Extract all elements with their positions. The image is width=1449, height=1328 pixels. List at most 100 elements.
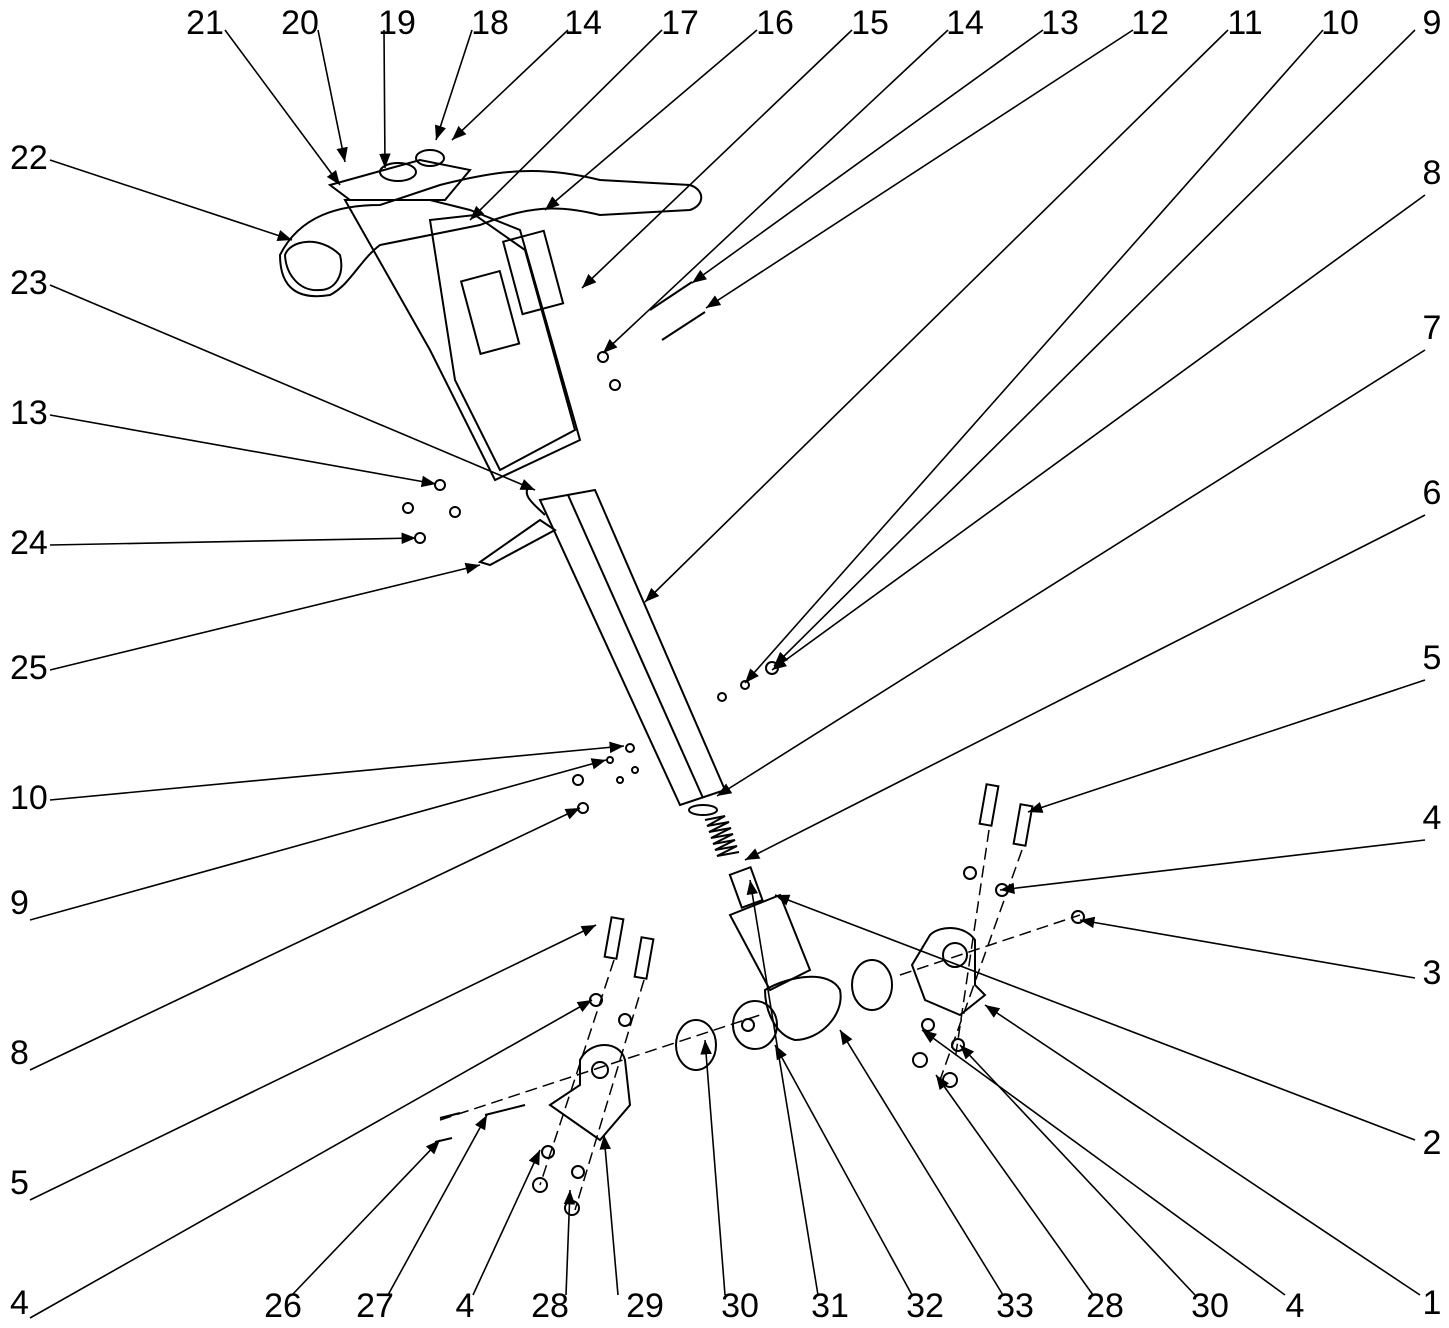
leader-line [691,29,1044,284]
nut [625,743,635,753]
nut [616,776,624,784]
leader-line [379,29,391,169]
callout-label: 15 [851,4,889,42]
leader-line [921,1029,1286,1296]
leader-line [999,839,1426,895]
leader-line [1027,679,1426,813]
display [459,269,521,356]
leader-line [29,924,597,1201]
leader-line [472,1149,541,1296]
leader-line [839,1029,1004,1296]
leader-line [451,29,569,141]
washer [963,866,977,880]
leader-line [644,29,1229,603]
gear [732,1000,778,1050]
leader-line [563,1189,576,1296]
callout-label: 4 [1286,1287,1305,1325]
leader-line [771,194,1426,671]
pin [439,1112,461,1119]
washer [951,1038,965,1052]
callout-label: 22 [10,139,48,177]
leader-line [744,514,1426,861]
callout-label: 2 [1423,1124,1442,1162]
callout-label: 25 [10,649,48,687]
handle-bar [278,169,703,298]
leader-line [581,29,853,289]
washer [717,692,727,702]
leader-line [49,414,437,488]
washer [597,351,609,363]
leader-line [705,29,1134,309]
head-body [343,199,582,482]
bolt [633,936,655,980]
axis [954,829,990,1061]
callout-label: 19 [378,4,416,42]
bolt [1012,803,1034,847]
leader-line [774,1044,913,1296]
bracket-right [910,927,987,1017]
leader-line [224,29,341,186]
leader-line [773,29,1416,667]
callout-label: 31 [811,1287,849,1325]
bracket-hole [591,1061,609,1079]
callout-label: 6 [1423,474,1442,512]
parts [278,149,1085,1216]
callout-label: 5 [1423,639,1442,677]
leader-line [49,284,536,491]
nut [564,1200,580,1216]
nut [631,766,639,774]
callout-label: 21 [186,4,224,42]
column-tube [538,488,727,807]
callouts: 21 20 19 18 14 17 16 15 14 13 12 11 10 92223132425109… [10,4,1441,1325]
leader-line [29,807,581,1071]
leader-line [387,1114,488,1296]
callout-label: 5 [10,1164,29,1202]
callout-label: 4 [1423,799,1442,837]
callout-label: 13 [10,394,48,432]
spring [704,815,740,857]
callout-label: 8 [1423,154,1442,192]
leader-line [49,532,417,546]
leader-line [49,562,481,671]
callout-label: 20 [281,4,319,42]
leader-line [746,879,819,1296]
callout-label: 8 [10,1034,29,1072]
pin [484,1104,526,1116]
bolt [603,916,625,960]
nut [434,479,446,491]
callout-label: 7 [1423,309,1442,347]
leader-line [49,741,625,801]
washer [921,1018,935,1032]
washer [571,1165,585,1179]
leader-line [774,894,1416,1141]
leader-line [744,29,1324,684]
pin [434,1137,453,1143]
callout-label: 4 [456,1287,475,1325]
callout-label: 12 [1131,4,1169,42]
leader-line [984,1004,1421,1296]
leader-line [435,29,473,141]
callout-label: 30 [721,1287,759,1325]
bolt [978,783,1000,827]
washer [618,1013,632,1027]
axis [439,1014,761,1121]
leader-line [49,159,293,241]
leader-line [1079,916,1416,979]
top-knob [379,162,417,182]
screw [661,311,706,341]
nut [532,1177,548,1193]
nut [942,1072,958,1088]
callout-label: 13 [1041,4,1079,42]
callout-label: 10 [10,779,48,817]
leader-line [602,29,949,354]
axis [899,914,1081,976]
leader-line [935,1074,1094,1296]
bracket-hole [942,942,968,968]
axis [574,979,645,1211]
washer [688,804,718,816]
nut [402,502,414,514]
nut [414,532,426,544]
callout-label: 24 [10,524,48,562]
callout-label: 18 [471,4,509,42]
